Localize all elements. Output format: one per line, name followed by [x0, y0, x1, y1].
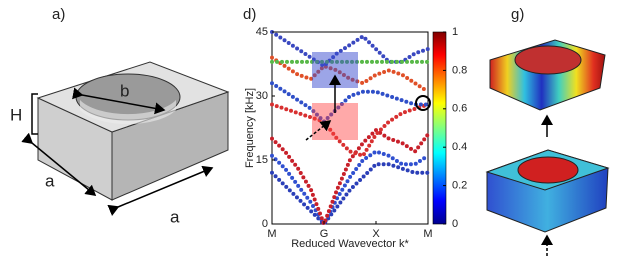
band [270, 102, 430, 159]
plot-frame [271, 31, 429, 225]
dimension-arrow [21, 132, 97, 196]
colorbar-tick-label: 1 [452, 26, 458, 38]
colorbar-tick-label: 0.2 [452, 180, 467, 192]
colorbar [432, 31, 447, 225]
highlight-circle [415, 95, 431, 111]
band [270, 149, 430, 229]
x-axis-label: Reduced Wavevector k* [291, 238, 409, 250]
chart-title: d) [243, 6, 256, 23]
y-tick-label: 45 [256, 26, 268, 38]
y-axis-label: Frequency [kHz] [244, 88, 256, 168]
colorbar-tick-label: 0.8 [452, 64, 467, 76]
panel-label: a) [52, 6, 65, 23]
band [270, 55, 430, 94]
colorbar-tick-label: 0.6 [452, 103, 467, 115]
x-tick-label: M [423, 228, 432, 240]
colorbar-tick-label: 0.4 [452, 141, 467, 153]
x-tick-label: G [320, 228, 329, 240]
y-tick-label: 30 [256, 90, 268, 102]
band [270, 127, 430, 230]
dimension-arrow [72, 87, 166, 115]
hole-wall [80, 100, 176, 125]
dimension-bracket [31, 93, 38, 135]
panel-g: g) [485, 6, 610, 256]
mode-hole [517, 156, 579, 184]
y-tick-label: 15 [256, 154, 268, 166]
panel-label: g) [511, 6, 524, 23]
dimension-label: a [170, 207, 180, 226]
dimension-label: a [45, 171, 55, 190]
dimension-label: H [10, 105, 22, 124]
band [270, 162, 430, 228]
dimension-label: b [120, 81, 129, 100]
dimension-arrow [107, 165, 214, 216]
colorbar-tick-label: 0 [452, 218, 458, 230]
arrow [305, 120, 332, 141]
band [270, 81, 430, 125]
x-tick-label: M [267, 228, 276, 240]
panel-a: a) b H a a [10, 6, 230, 226]
y-tick-label: 0 [262, 218, 268, 230]
x-tick-label: X [372, 228, 380, 240]
mode-hole [514, 45, 582, 75]
